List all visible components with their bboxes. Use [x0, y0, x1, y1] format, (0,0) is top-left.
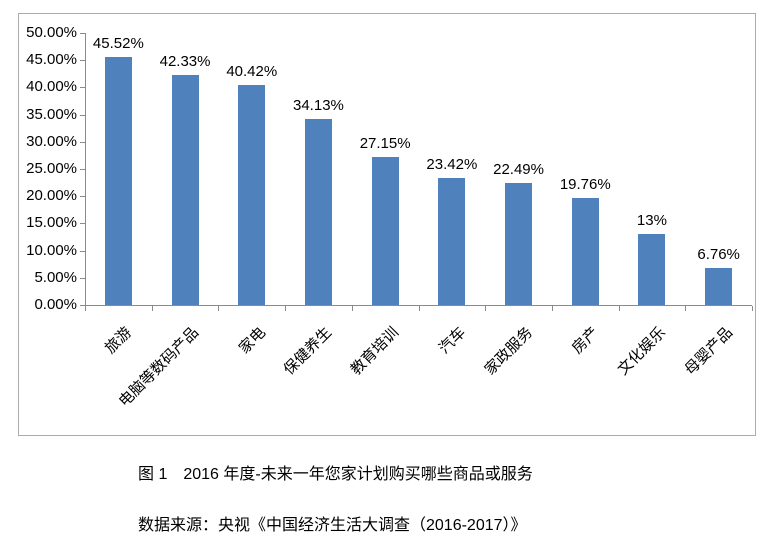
data-source-note: 数据来源：央视《中国经济生活大调查（2016-2017）》 — [138, 517, 527, 534]
bar — [505, 182, 533, 305]
figure-caption: 图 1 2016 年度-未来一年您家计划购买哪些商品或服务 — [138, 466, 533, 483]
y-tick-label: 15.00% — [26, 214, 77, 232]
y-tick — [80, 114, 85, 116]
bar-value-label: 45.52% — [92, 35, 144, 53]
y-tick-label: 30.00% — [26, 132, 77, 150]
bar — [571, 197, 599, 305]
y-tick — [80, 305, 85, 306]
bar — [371, 157, 399, 305]
bar — [705, 268, 733, 305]
x-tick — [485, 306, 487, 311]
bar-value-label: 27.15% — [359, 135, 411, 153]
x-tick — [551, 306, 553, 311]
y-tick-label: 20.00% — [26, 187, 77, 205]
y-tick — [80, 141, 85, 143]
y-tick — [80, 33, 85, 34]
x-tick — [752, 306, 753, 311]
y-tick-label: 40.00% — [26, 78, 77, 96]
x-tick — [351, 306, 353, 311]
x-tick — [685, 306, 687, 311]
y-tick-label: 10.00% — [26, 241, 77, 259]
x-tick — [285, 306, 287, 311]
bar-value-label: 23.42% — [426, 155, 478, 173]
x-tick — [218, 306, 220, 311]
bar-value-label: 6.76% — [697, 246, 740, 264]
x-tick — [618, 306, 620, 311]
bar-value-label: 19.76% — [559, 175, 611, 193]
y-tick-label: 5.00% — [34, 268, 77, 286]
bar-value-label: 22.49% — [493, 160, 544, 178]
y-tick — [80, 250, 85, 252]
y-tick-label: 0.00% — [34, 296, 77, 313]
y-tick — [80, 87, 85, 89]
y-tick-label: 50.00% — [26, 24, 77, 41]
bar-value-label: 34.13% — [293, 97, 344, 115]
bar-value-label: 42.33% — [159, 52, 211, 70]
y-tick — [80, 223, 85, 225]
bar — [438, 177, 466, 305]
bar — [304, 119, 332, 305]
y-tick-label: 45.00% — [26, 51, 77, 69]
bar-value-label: 13% — [636, 212, 667, 230]
bar — [638, 234, 666, 305]
bar — [171, 74, 199, 305]
bar-value-label: 40.42% — [226, 63, 278, 81]
bar — [104, 57, 132, 305]
y-tick — [80, 60, 85, 62]
y-tick-label: 35.00% — [26, 105, 77, 123]
y-tick-label: 25.00% — [26, 160, 77, 177]
y-tick — [80, 196, 85, 198]
bar — [238, 85, 266, 305]
y-tick — [80, 277, 85, 279]
y-tick — [80, 169, 85, 170]
x-axis-line — [85, 305, 752, 306]
x-tick — [85, 306, 86, 311]
x-tick — [418, 306, 420, 311]
x-tick — [151, 306, 153, 311]
y-axis-line — [85, 33, 86, 306]
